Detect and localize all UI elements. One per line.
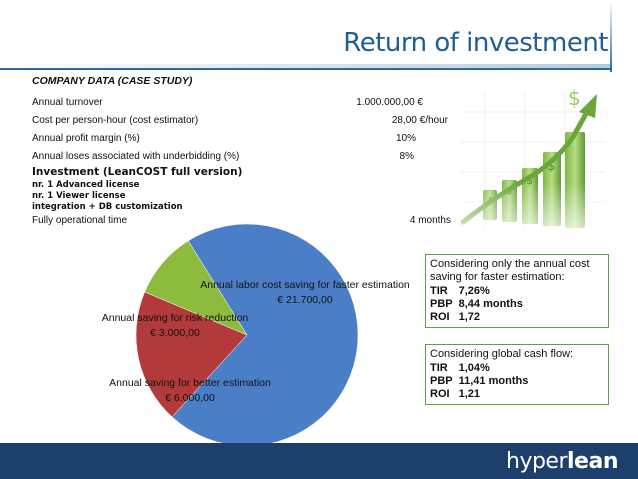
pie-slice-value: € 21.700,00 bbox=[277, 294, 333, 306]
annual-saving-box: Considering only the annual cost saving … bbox=[425, 254, 609, 328]
metric-row: PBP 8,44 months bbox=[430, 298, 529, 311]
row-label-cost-hour: Cost per person-hour (cost estimator) bbox=[32, 115, 199, 126]
svg-text:$: $ bbox=[526, 174, 533, 187]
growth-chart-illustration: $ $ $ $ $ bbox=[455, 86, 610, 242]
hyperlean-logo: hyperlean bbox=[506, 449, 618, 474]
metric-value: 1,21 bbox=[458, 388, 481, 400]
annual-saving-box-header: Considering only the annual cost saving … bbox=[430, 258, 590, 283]
metric-row: PBP 11,41 months bbox=[430, 375, 534, 388]
metric-key: PBP bbox=[430, 298, 453, 310]
metric-key: ROI bbox=[430, 311, 450, 323]
operational-time-value: 4 months bbox=[409, 215, 451, 226]
metric-row: ROI 1,21 bbox=[430, 388, 534, 401]
footer-bar bbox=[0, 443, 638, 479]
pie-slice-value: € 3.000,00 bbox=[150, 327, 200, 339]
savings-pie-chart: Annual labor cost saving for faster esti… bbox=[102, 223, 410, 443]
row-value-underbidding: 8% bbox=[399, 151, 414, 162]
title-underline bbox=[0, 68, 612, 70]
operational-time-label: Fully operational time bbox=[32, 215, 128, 226]
row-value-cost-hour: 28,00 €/hour bbox=[391, 115, 448, 126]
company-data-heading: COMPANY DATA (CASE STUDY) bbox=[32, 75, 193, 87]
pie-slice-label: Annual saving for better estimation bbox=[109, 377, 271, 389]
row-label-profit-margin: Annual profit margin (%) bbox=[32, 133, 140, 144]
pie-slice-label: Annual saving for risk reduction bbox=[102, 312, 249, 324]
logo-hyper: hyper bbox=[506, 449, 568, 474]
global-cashflow-metrics: TIR 1,04% PBP 11,41 months ROI 1,21 bbox=[430, 362, 534, 401]
global-cashflow-box-header: Considering global cash flow: bbox=[430, 348, 574, 360]
pie-slice-value: € 6.000,00 bbox=[165, 392, 215, 404]
logo-lean: lean bbox=[567, 449, 618, 474]
metric-value: 7,26% bbox=[458, 285, 490, 297]
investment-heading: Investment (LeanCOST full version) bbox=[32, 166, 243, 178]
title-corner-accent bbox=[610, 0, 612, 72]
row-label-underbidding: Annual loses associated with underbiddin… bbox=[32, 151, 240, 162]
title-underline-glow bbox=[0, 64, 612, 69]
pie-slice bbox=[171, 223, 359, 443]
annual-saving-metrics: TIR 7,26% PBP 8,44 months ROI 1,72 bbox=[430, 285, 529, 324]
pie-slice bbox=[135, 291, 248, 418]
investment-item-integration: integration + DB customization bbox=[32, 202, 183, 212]
metric-key: TIR bbox=[430, 285, 448, 297]
metric-row: TIR 7,26% bbox=[430, 285, 529, 298]
pie-slice bbox=[144, 240, 248, 336]
metric-row: TIR 1,04% bbox=[430, 362, 534, 375]
svg-text:$: $ bbox=[547, 159, 555, 174]
investment-item-viewer: nr. 1 Viewer license bbox=[32, 191, 126, 201]
metric-value: 11,41 months bbox=[458, 375, 529, 387]
svg-text:$: $ bbox=[568, 86, 581, 110]
metric-value: 1,72 bbox=[458, 311, 481, 323]
pie-slice-label: Annual labor cost saving for faster esti… bbox=[200, 279, 410, 291]
metric-value: 8,44 months bbox=[458, 298, 523, 310]
investment-item-advanced: nr. 1 Advanced license bbox=[32, 180, 140, 190]
row-value-turnover: 1.000.000,00 € bbox=[356, 97, 423, 108]
metric-key: TIR bbox=[430, 362, 448, 374]
metric-value: 1,04% bbox=[458, 362, 490, 374]
metric-key: ROI bbox=[430, 388, 450, 400]
slide-title: Return of investment bbox=[343, 28, 608, 58]
row-value-profit-margin: 10% bbox=[395, 133, 416, 144]
metric-row: ROI 1,72 bbox=[430, 311, 529, 324]
row-label-turnover: Annual turnover bbox=[32, 97, 103, 108]
metric-key: PBP bbox=[430, 375, 453, 387]
global-cashflow-box: Considering global cash flow: TIR 1,04% P… bbox=[425, 344, 609, 405]
